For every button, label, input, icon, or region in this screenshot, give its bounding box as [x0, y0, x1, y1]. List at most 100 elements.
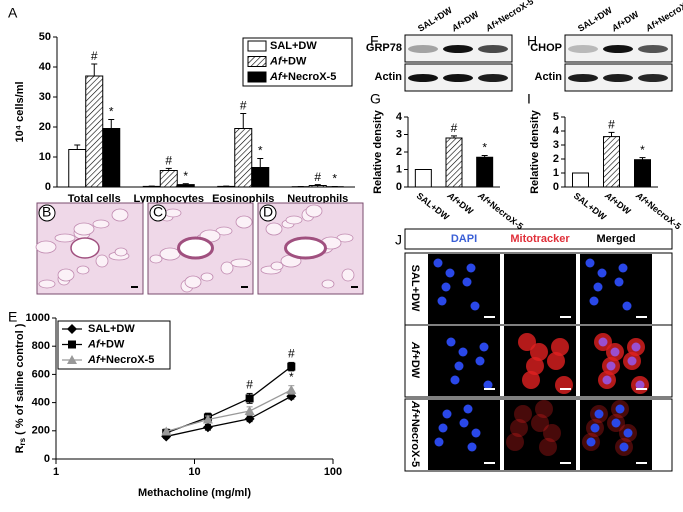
panel-label: E — [8, 309, 17, 325]
airway — [284, 236, 327, 260]
mito-signal — [526, 357, 544, 375]
marker — [245, 394, 254, 403]
mito-signal — [510, 419, 528, 437]
y-tick-label: 4 — [396, 111, 403, 123]
alveolus — [285, 215, 303, 225]
error-bar — [257, 158, 264, 168]
micrograph — [428, 326, 500, 396]
micrograph — [580, 254, 652, 324]
y-tick-label: 20 — [39, 121, 51, 133]
nucleus — [445, 268, 455, 278]
blot-row-label: Actin — [375, 71, 403, 83]
band — [443, 45, 473, 53]
x-tick-label: 10 — [188, 466, 200, 478]
x-axis-label: Methacholine (mg/ml) — [138, 487, 251, 499]
mito-signal — [531, 414, 549, 432]
band — [603, 45, 633, 53]
error-bar — [165, 167, 172, 171]
error-bar — [182, 183, 189, 185]
marker — [244, 413, 255, 424]
nucleus — [589, 296, 599, 306]
panel-label: A — [8, 5, 18, 21]
band — [638, 74, 668, 82]
x-tick-label: Neutrophils — [287, 193, 348, 205]
nucleus — [606, 361, 616, 371]
x-tick-label: 100 — [324, 466, 342, 478]
marker — [67, 355, 77, 364]
bar — [634, 159, 651, 188]
nucleus — [622, 301, 632, 311]
significance-mark: # — [91, 49, 98, 63]
band — [478, 74, 508, 82]
imaging-row-label: Af+NecroX-5 — [409, 400, 421, 467]
mito-signal — [535, 400, 553, 418]
bar — [572, 172, 589, 188]
mito-signal — [543, 424, 561, 442]
bar — [159, 170, 178, 188]
alveolus — [35, 240, 57, 254]
imaging-column-label: Mitotracker — [510, 233, 570, 245]
y-axis-label-part: R — [14, 445, 26, 453]
y-tick-label: 4 — [553, 125, 560, 137]
legend: SAL+DW Af+DW Af+NecroX-5 — [242, 37, 353, 87]
micrograph — [147, 202, 254, 295]
alveolus — [164, 208, 182, 218]
bar — [603, 136, 620, 188]
error-bar — [481, 155, 488, 158]
nucleus — [602, 375, 612, 385]
nucleus — [471, 428, 481, 438]
significance-mark: # — [165, 154, 172, 168]
panel-label: J — [395, 232, 402, 248]
significance-mark: * — [482, 141, 487, 155]
y-tick-label: 0 — [396, 181, 402, 193]
mito-signal — [506, 433, 524, 451]
y-tick-label: 600 — [32, 368, 50, 380]
airway — [70, 237, 100, 259]
x-tick-label: 1 — [53, 466, 59, 478]
nucleus — [475, 356, 485, 366]
lane-label: SAL+DW — [576, 5, 614, 34]
panel-label: G — [370, 91, 381, 107]
bar — [176, 184, 195, 188]
nucleus — [470, 301, 480, 311]
bar — [234, 128, 253, 188]
imaging-row-label: SAL+DW — [409, 265, 421, 312]
bar — [445, 137, 463, 188]
micrograph-frame — [428, 400, 500, 470]
error-bar — [451, 135, 457, 138]
x-tick-label: Lymphocytes — [133, 193, 204, 205]
alveolus — [235, 215, 253, 229]
mito-signal — [514, 405, 532, 423]
nucleus — [459, 418, 469, 428]
alveolus — [305, 204, 323, 218]
legend-label: Af+NecroX-5 — [269, 71, 336, 83]
band — [568, 45, 598, 53]
alveolus — [200, 272, 214, 282]
alveolus — [76, 265, 90, 275]
error-bar — [91, 63, 98, 76]
lane-label: Af+NecroX-5 — [483, 0, 535, 34]
panel-label: I — [527, 91, 531, 107]
y-axis-label: 10⁴ cells/ml — [14, 81, 26, 142]
significance-mark: * — [258, 144, 263, 158]
y-tick-label: 50 — [39, 31, 51, 43]
mito-signal — [551, 338, 569, 356]
x-tick-label: Eosinophils — [212, 193, 274, 205]
significance-mark: * — [289, 370, 294, 384]
marker — [244, 406, 255, 416]
alveolus — [73, 222, 95, 236]
lane-label: Af+NecroX-5 — [643, 0, 683, 34]
nucleus — [598, 337, 608, 347]
legend-swatch — [247, 40, 267, 52]
y-tick-label: 0 — [44, 453, 50, 465]
nucleus — [615, 404, 625, 414]
y-tick-label: 5 — [553, 111, 559, 123]
panel-label-circle — [259, 204, 277, 222]
nucleus — [466, 263, 476, 273]
alveolus — [114, 247, 128, 257]
nucleus — [438, 423, 448, 433]
nucleus — [454, 361, 464, 371]
imaging-row-label: Af+DW — [409, 341, 421, 379]
band — [443, 74, 473, 82]
legend-label: SAL+DW — [270, 40, 317, 52]
